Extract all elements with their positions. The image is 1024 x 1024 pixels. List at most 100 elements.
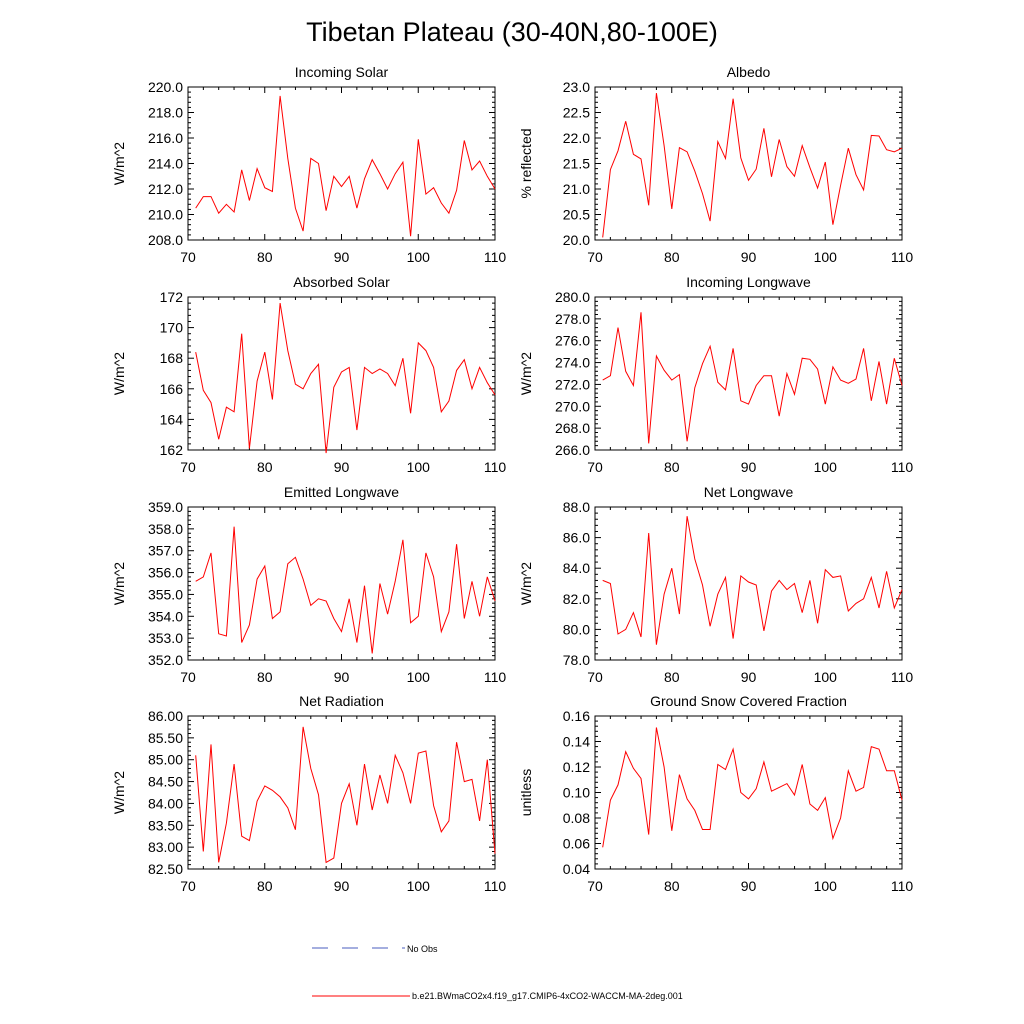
- ground-snow-covered-fraction-x-tick-label: 80: [664, 878, 680, 894]
- incoming-longwave-series-line: [602, 312, 903, 444]
- net-radiation-y-tick-label: 85.00: [148, 752, 183, 768]
- absorbed-solar-x-tick-label: 110: [484, 459, 507, 475]
- absorbed-solar-x-tick-label: 80: [257, 459, 273, 475]
- emitted-longwave-y-tick-label: 359.0: [148, 499, 183, 515]
- incoming-solar-y-axis-label: W/m^2: [111, 142, 127, 185]
- albedo-y-tick-label: 20.0: [563, 232, 590, 248]
- net-radiation-title: Net Radiation: [299, 693, 384, 709]
- net-radiation-panel: Net Radiation W/m^2 82.50 83.00 83.50 84.00 84…: [111, 693, 506, 894]
- net-radiation-series-line: [195, 726, 496, 864]
- albedo-x-tick-label: 70: [587, 249, 603, 265]
- emitted-longwave-series-line: [195, 526, 496, 654]
- incoming-solar-x-tick-label: 70: [180, 249, 196, 265]
- net-radiation-y-tick-label: 84.50: [148, 774, 183, 790]
- incoming-longwave-panel: Incoming Longwave W/m^2 266.0 268.0 270.0 272…: [518, 274, 913, 475]
- net-longwave-y-tick-label: 82.0: [563, 591, 590, 607]
- incoming-solar-y-tick-label: 216.0: [148, 130, 183, 146]
- net-radiation-y-tick-label: 84.00: [148, 795, 183, 811]
- net-radiation-y-tick-label: 86.00: [148, 708, 183, 724]
- net-radiation-plot-frame: [187, 715, 496, 870]
- absorbed-solar-series-line: [195, 303, 496, 454]
- emitted-longwave-y-tick-label: 353.0: [148, 630, 183, 646]
- albedo-y-tick-label: 22.0: [563, 130, 590, 146]
- ground-snow-covered-fraction-x-tick-label: 100: [814, 878, 838, 894]
- albedo-y-tick-label: 22.5: [563, 105, 590, 121]
- net-radiation-x-tick-label: 110: [484, 878, 507, 894]
- net-longwave-title: Net Longwave: [704, 484, 794, 500]
- emitted-longwave-x-tick-label: 90: [334, 669, 350, 685]
- emitted-longwave-x-tick-label: 110: [484, 669, 507, 685]
- incoming-longwave-y-tick-label: 270.0: [555, 398, 590, 414]
- incoming-longwave-x-tick-label: 110: [891, 459, 914, 475]
- net-longwave-x-tick-label: 70: [587, 669, 603, 685]
- net-radiation-y-tick-label: 82.50: [148, 861, 183, 877]
- incoming-longwave-x-tick-label: 90: [741, 459, 757, 475]
- net-longwave-panel: Net Longwave W/m^2 78.0 80.0 82.0 84.0 86.0 88.…: [518, 484, 913, 685]
- incoming-longwave-y-tick-label: 274.0: [555, 355, 590, 371]
- net-longwave-y-tick-label: 88.0: [563, 499, 590, 515]
- emitted-longwave-y-tick-label: 352.0: [148, 652, 183, 668]
- emitted-longwave-y-tick-label: 355.0: [148, 586, 183, 602]
- absorbed-solar-y-tick-label: 164: [160, 411, 184, 427]
- absorbed-solar-plot-frame: [187, 296, 496, 451]
- ground-snow-covered-fraction-x-tick-label: 110: [891, 878, 914, 894]
- incoming-solar-plot-frame: [187, 86, 496, 241]
- albedo-panel: Albedo % reflected 20.0 20.5 21.0 21.5 22.0 22.…: [518, 64, 913, 265]
- ground-snow-covered-fraction-y-tick-label: 0.16: [563, 708, 590, 724]
- albedo-x-tick-label: 110: [891, 249, 914, 265]
- absorbed-solar-x-tick-label: 90: [334, 459, 350, 475]
- incoming-solar-y-tick-label: 214.0: [148, 156, 183, 172]
- net-longwave-y-tick-label: 84.0: [563, 560, 590, 576]
- ground-snow-covered-fraction-y-tick-label: 0.14: [563, 734, 590, 750]
- incoming-solar-y-tick-label: 218.0: [148, 105, 183, 121]
- albedo-y-tick-label: 21.0: [563, 181, 590, 197]
- incoming-longwave-x-tick-label: 100: [814, 459, 838, 475]
- incoming-solar-y-tick-label: 220.0: [148, 79, 183, 95]
- incoming-longwave-title: Incoming Longwave: [686, 274, 811, 290]
- net-radiation-x-tick-label: 80: [257, 878, 273, 894]
- incoming-longwave-y-axis-label: W/m^2: [518, 352, 534, 395]
- incoming-solar-y-tick-label: 210.0: [148, 207, 183, 223]
- net-longwave-y-axis-label: W/m^2: [518, 562, 534, 605]
- net-radiation-y-tick-label: 83.50: [148, 817, 183, 833]
- incoming-solar-x-tick-label: 90: [334, 249, 350, 265]
- absorbed-solar-y-tick-label: 170: [160, 320, 184, 336]
- emitted-longwave-x-tick-label: 70: [180, 669, 196, 685]
- albedo-y-axis-label: % reflected: [518, 128, 534, 198]
- legend-obs-label: No Obs: [407, 944, 438, 954]
- emitted-longwave-y-tick-label: 354.0: [148, 608, 183, 624]
- albedo-x-tick-label: 90: [741, 249, 757, 265]
- incoming-longwave-y-tick-label: 268.0: [555, 420, 590, 436]
- net-longwave-x-tick-label: 80: [664, 669, 680, 685]
- absorbed-solar-y-tick-label: 168: [160, 350, 184, 366]
- albedo-y-tick-label: 21.5: [563, 156, 590, 172]
- albedo-y-tick-label: 23.0: [563, 79, 590, 95]
- legend: No Obs b.e21.BWmaCO2x4.f19_g17.CMIP6-4xC…: [312, 944, 683, 1001]
- figure-title: Tibetan Plateau (30-40N,80-100E): [306, 17, 718, 47]
- net-radiation-x-tick-label: 100: [407, 878, 431, 894]
- albedo-plot-frame: [594, 86, 903, 241]
- ground-snow-covered-fraction-y-tick-label: 0.06: [563, 836, 590, 852]
- net-longwave-y-tick-label: 78.0: [563, 652, 590, 668]
- emitted-longwave-y-tick-label: 357.0: [148, 543, 183, 559]
- net-longwave-y-tick-label: 80.0: [563, 621, 590, 637]
- emitted-longwave-y-axis-label: W/m^2: [111, 562, 127, 605]
- net-radiation-x-tick-label: 90: [334, 878, 350, 894]
- net-longwave-x-tick-label: 100: [814, 669, 838, 685]
- ground-snow-covered-fraction-plot-frame: [594, 715, 903, 870]
- incoming-solar-panel: Incoming Solar W/m^2 208.0 210.0 212.0 214.0 2…: [111, 64, 506, 265]
- net-radiation-y-axis-label: W/m^2: [111, 771, 127, 814]
- ground-snow-covered-fraction-x-tick-label: 90: [741, 878, 757, 894]
- ground-snow-covered-fraction-y-tick-label: 0.08: [563, 810, 590, 826]
- ground-snow-covered-fraction-y-tick-label: 0.12: [563, 759, 590, 775]
- albedo-title: Albedo: [727, 64, 771, 80]
- incoming-longwave-x-tick-label: 70: [587, 459, 603, 475]
- ground-snow-covered-fraction-panel: Ground Snow Covered Fraction unitless 0.04…: [518, 693, 913, 894]
- ground-snow-covered-fraction-y-axis-label: unitless: [518, 769, 534, 816]
- net-radiation-x-tick-label: 70: [180, 878, 196, 894]
- ground-snow-covered-fraction-series-line: [602, 727, 903, 848]
- net-longwave-y-tick-label: 86.0: [563, 530, 590, 546]
- absorbed-solar-panel: Absorbed Solar W/m^2 162 164 166 168 170 172 70 8…: [111, 274, 506, 475]
- emitted-longwave-x-tick-label: 100: [407, 669, 431, 685]
- net-longwave-x-tick-label: 90: [741, 669, 757, 685]
